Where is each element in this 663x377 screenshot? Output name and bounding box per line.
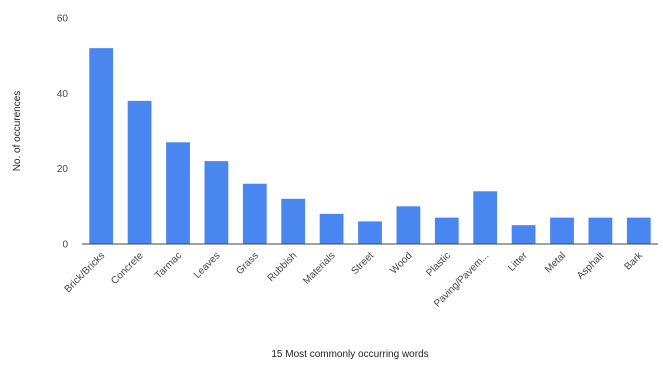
bar	[204, 161, 229, 244]
x-tick-label: Leaves	[192, 250, 223, 281]
x-tick-label: Tarmac	[153, 250, 184, 281]
y-tick-label: 40	[57, 89, 69, 100]
x-tick-label: Plastic	[424, 250, 453, 279]
x-tick-label: Brick/Bricks	[63, 250, 108, 295]
y-axis-title: No. of occurences	[12, 91, 23, 172]
x-tick-label: Materials	[301, 250, 337, 286]
x-tick-label: Grass	[234, 250, 261, 277]
x-tick-label: Rubbish	[266, 250, 300, 284]
bar	[588, 217, 613, 244]
bar	[358, 221, 382, 244]
bar	[473, 191, 498, 244]
bars-layer	[89, 48, 651, 245]
bar	[626, 217, 651, 244]
x-tick-label: Concrete	[109, 250, 146, 287]
bar	[319, 213, 344, 244]
x-tick-label: Asphalt	[575, 250, 607, 282]
y-tick-label: 0	[62, 240, 68, 251]
x-tick-label: Bark	[623, 250, 646, 273]
x-axis-ticks: Brick/Bricks Concrete Tarmac Leaves Grass Rub…	[63, 250, 646, 310]
bar	[434, 217, 459, 244]
x-axis-title: 15 Most commonly occurring words	[271, 349, 428, 360]
bar	[511, 225, 536, 244]
x-tick-label: Street	[349, 250, 376, 277]
y-axis-ticks: 0 20 40 60	[57, 14, 69, 251]
bar	[396, 206, 421, 244]
bar	[166, 142, 190, 244]
x-tick-label: Metal	[543, 250, 568, 275]
x-tick-label: Wood	[388, 250, 414, 276]
bar	[242, 183, 267, 244]
y-tick-label: 60	[57, 14, 69, 25]
bar	[281, 198, 306, 244]
y-tick-label: 20	[57, 164, 69, 175]
bar	[550, 217, 574, 244]
bar	[127, 100, 152, 244]
bar	[89, 48, 114, 245]
x-tick-label: Litter	[506, 250, 530, 274]
